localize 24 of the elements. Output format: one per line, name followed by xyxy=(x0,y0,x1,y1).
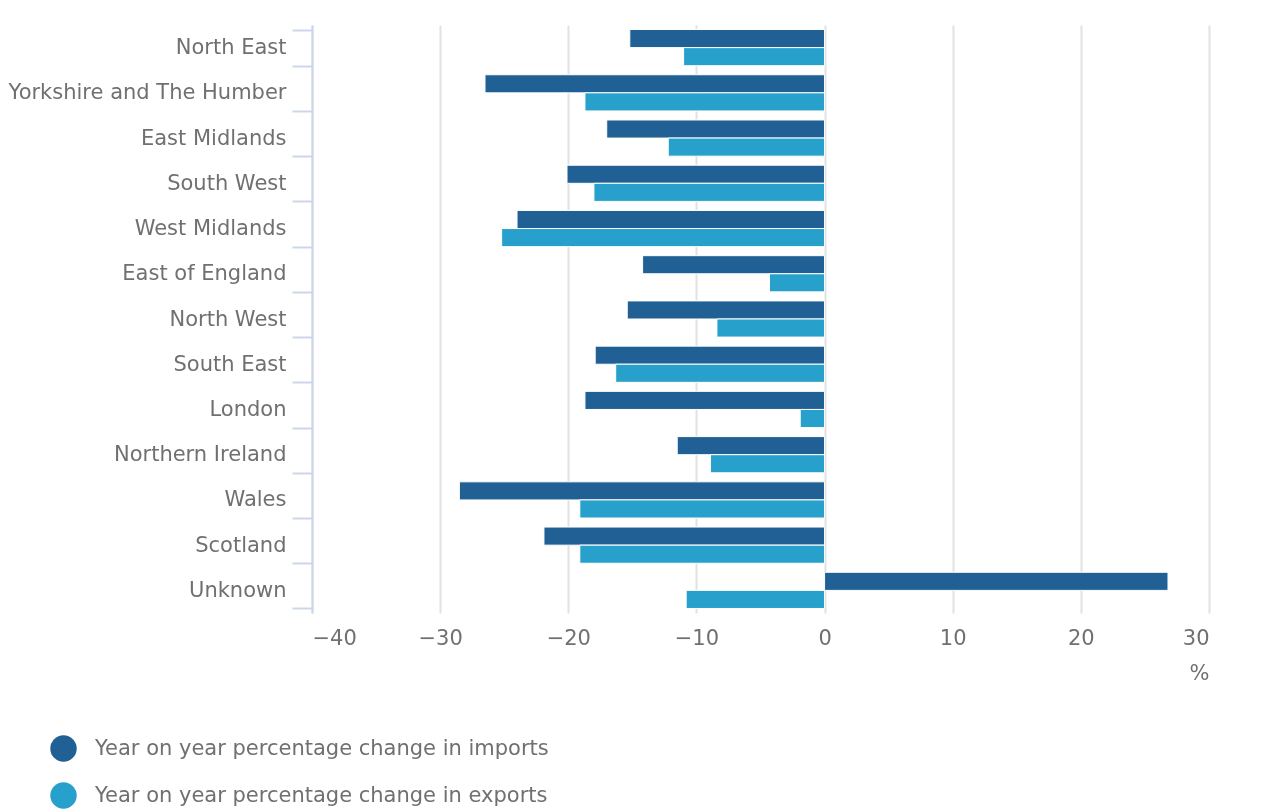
y-tick-label: Northern Ireland xyxy=(113,442,287,467)
y-tick-label: London xyxy=(209,396,287,421)
x-tick-label: 20 xyxy=(1067,625,1095,650)
x-tick-label: 30 xyxy=(1182,625,1210,650)
y-tick-label: Scotland xyxy=(195,532,287,557)
x-tick-label: −40 xyxy=(312,625,357,650)
y-tick-label: South West xyxy=(167,170,287,195)
x-tick-label: −10 xyxy=(674,625,720,650)
x-axis-title: % xyxy=(1189,660,1210,685)
y-tick-label: Yorkshire and The Humber xyxy=(7,80,287,105)
x-tick-label: 10 xyxy=(939,625,967,650)
legend-label: Year on year percentage change in imports xyxy=(94,735,549,760)
legend-label: Year on year percentage change in exports xyxy=(94,782,548,807)
x-tick-label: 0 xyxy=(818,625,832,650)
y-tick-label: North East xyxy=(175,35,287,60)
y-tick-label: West Midlands xyxy=(134,216,287,241)
y-tick-label: North West xyxy=(169,306,287,331)
y-tick-label: Wales xyxy=(224,487,287,512)
y-tick-label: Unknown xyxy=(189,577,287,602)
y-tick-label: East of England xyxy=(122,261,287,286)
y-tick-label: South East xyxy=(173,351,287,376)
x-tick-label: −20 xyxy=(546,625,591,650)
x-tick-label: −30 xyxy=(418,625,463,650)
y-tick-label: East Midlands xyxy=(140,125,287,150)
